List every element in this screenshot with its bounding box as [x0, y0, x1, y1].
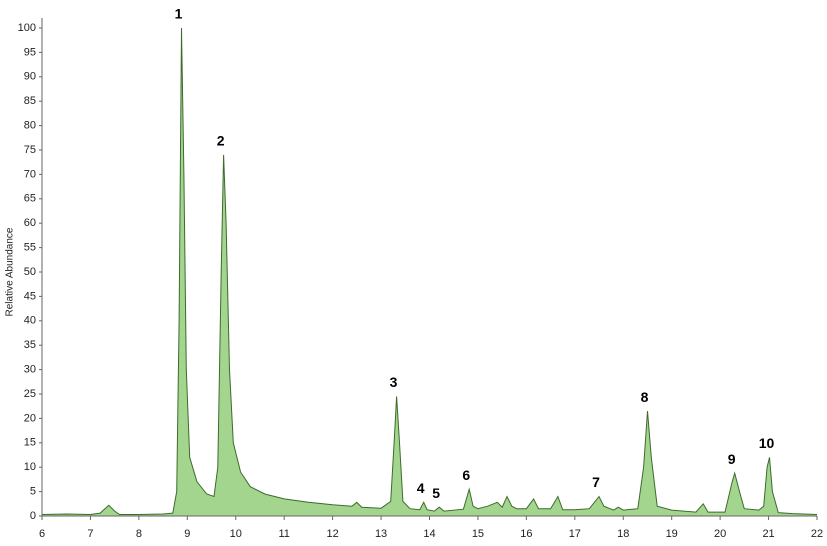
x-tick-label: 13	[375, 528, 387, 540]
peak-label: 7	[592, 474, 600, 490]
x-tick-label: 21	[762, 528, 774, 540]
y-tick-label: 35	[24, 339, 36, 351]
y-tick-label: 80	[24, 120, 36, 132]
y-tick-label: 10	[24, 461, 36, 473]
y-tick-label: 95	[24, 46, 36, 58]
y-tick-label: 15	[24, 437, 36, 449]
y-tick-label: 20	[24, 412, 36, 424]
x-tick-label: 7	[87, 528, 93, 540]
peak-label: 8	[641, 389, 649, 405]
y-tick-label: 30	[24, 364, 36, 376]
x-tick-label: 16	[520, 528, 532, 540]
x-tick-label: 14	[423, 528, 435, 540]
y-tick-label: 40	[24, 315, 36, 327]
y-tick-label: 50	[24, 266, 36, 278]
y-tick-label: 25	[24, 388, 36, 400]
x-tick-label: 10	[230, 528, 242, 540]
x-tick-label: 18	[617, 528, 629, 540]
y-tick-label: 85	[24, 95, 36, 107]
x-tick-label: 11	[278, 528, 289, 540]
y-tick-label: 55	[24, 242, 36, 254]
y-tick-label: 100	[18, 22, 36, 34]
x-tick-label: 17	[569, 528, 581, 540]
peak-label: 10	[759, 435, 775, 451]
y-tick-label: 65	[24, 193, 36, 205]
peak-label: 1	[175, 6, 183, 22]
x-tick-label: 6	[39, 528, 45, 540]
x-tick-label: 20	[714, 528, 726, 540]
y-tick-label: 5	[30, 486, 36, 498]
x-tick-label: 19	[666, 528, 678, 540]
x-tick-label: 15	[472, 528, 484, 540]
x-tick-label: 9	[184, 528, 190, 540]
x-tick-label: 12	[327, 528, 339, 540]
area-fill	[42, 28, 817, 516]
y-tick-label: 60	[24, 217, 36, 229]
peak-label: 9	[728, 451, 736, 467]
peak-label: 5	[432, 485, 440, 501]
y-tick-label: 75	[24, 144, 36, 156]
y-tick-label: 90	[24, 71, 36, 83]
y-axis-label: Relative Abundance	[5, 227, 16, 316]
y-tick-label: 45	[24, 290, 36, 302]
y-tick-label: 0	[30, 510, 36, 522]
peak-label: 2	[217, 133, 225, 149]
peak-label: 3	[390, 374, 398, 390]
peak-label: 6	[462, 467, 470, 483]
x-tick-label: 8	[136, 528, 142, 540]
trace-line	[41, 27, 818, 516]
y-tick-label: 70	[24, 168, 36, 180]
x-tick-label: 22	[811, 528, 823, 540]
peak-label: 4	[417, 480, 425, 496]
